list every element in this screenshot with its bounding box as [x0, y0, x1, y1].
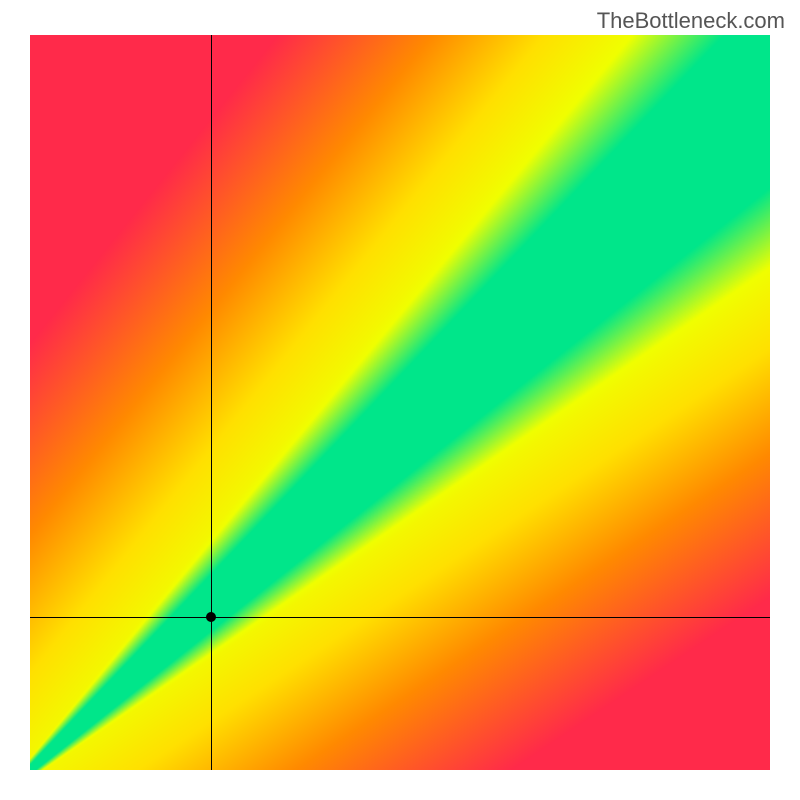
- heatmap-canvas: [30, 35, 770, 770]
- bottleneck-heatmap: [30, 35, 770, 770]
- watermark-text: TheBottleneck.com: [597, 8, 785, 34]
- crosshair-vertical: [211, 35, 212, 770]
- crosshair-marker: [206, 612, 216, 622]
- crosshair-horizontal: [30, 617, 770, 618]
